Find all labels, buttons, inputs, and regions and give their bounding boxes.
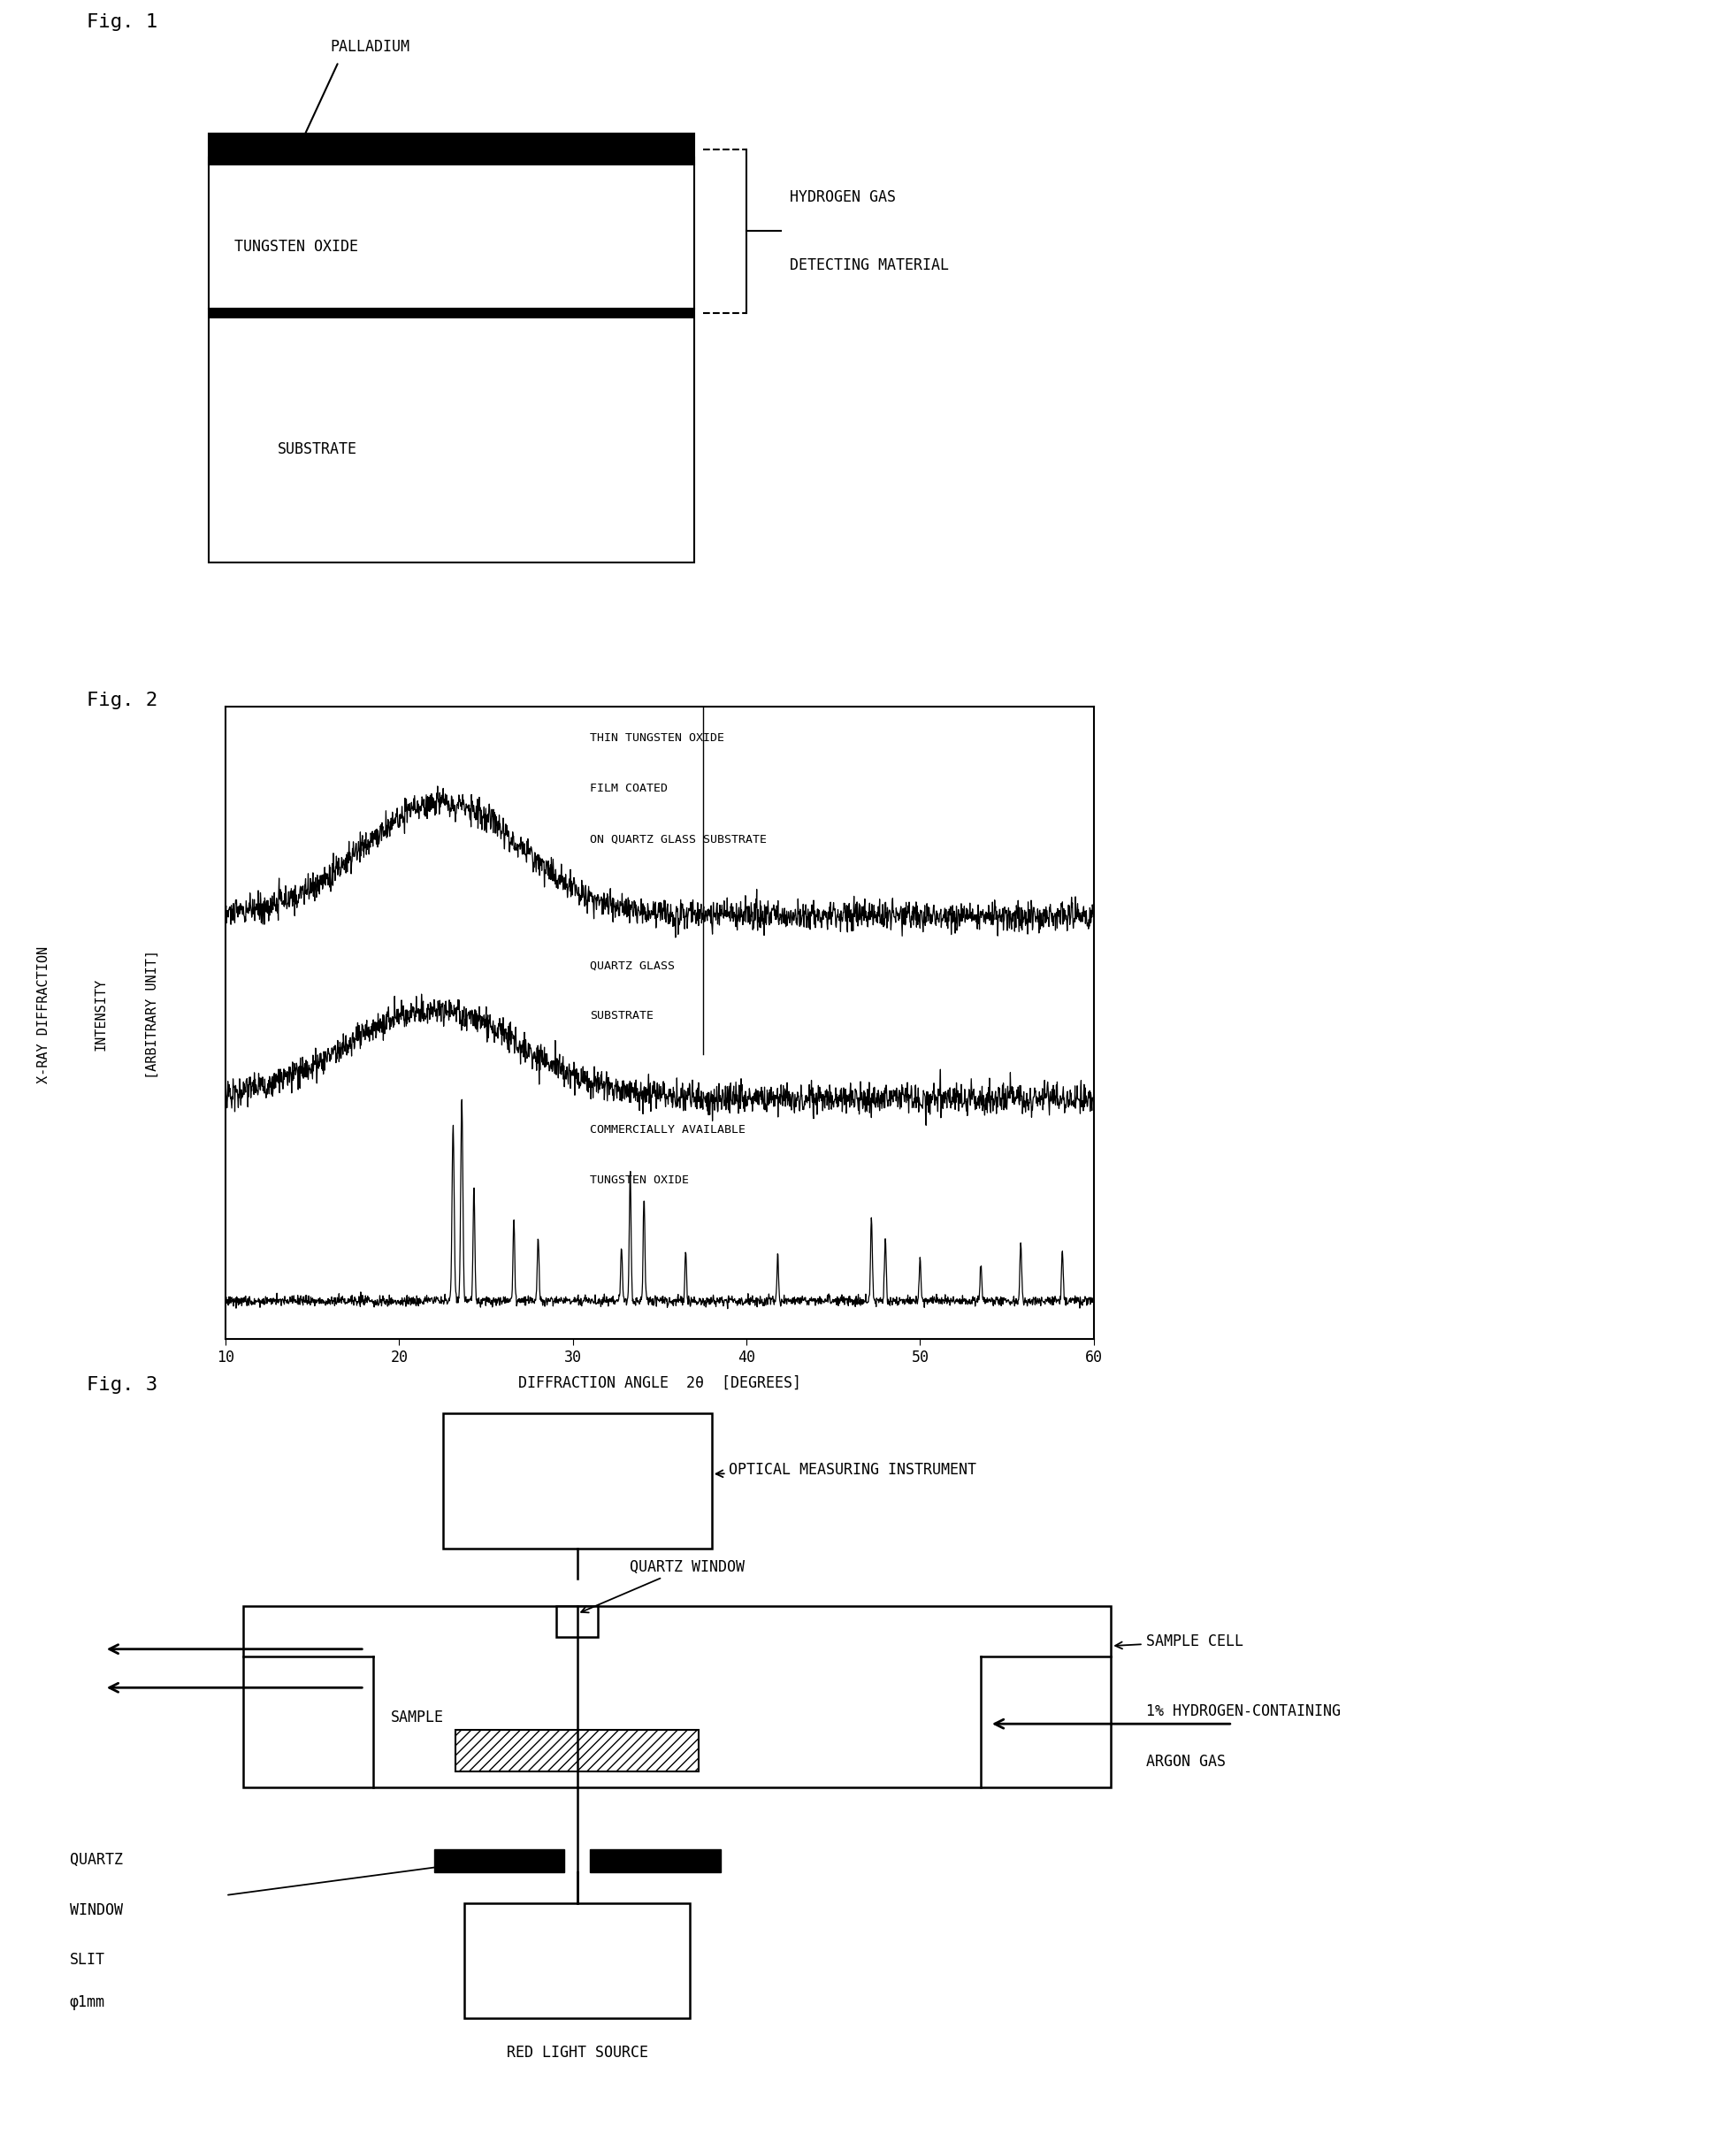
Text: ON QUARTZ GLASS SUBSTRATE: ON QUARTZ GLASS SUBSTRATE bbox=[590, 833, 767, 844]
Text: QUARTZ WINDOW: QUARTZ WINDOW bbox=[582, 1559, 745, 1613]
Text: FILM COATED: FILM COATED bbox=[590, 782, 668, 795]
Text: QUARTZ GLASS: QUARTZ GLASS bbox=[590, 960, 675, 970]
Text: WINDOW: WINDOW bbox=[69, 1902, 123, 1917]
Text: TUNGSTEN OXIDE: TUNGSTEN OXIDE bbox=[590, 1174, 689, 1187]
Bar bbox=[556, 1606, 599, 1636]
Text: RED LIGHT SOURCE: RED LIGHT SOURCE bbox=[507, 2046, 648, 2061]
X-axis label: DIFFRACTION ANGLE  2θ  [DEGREES]: DIFFRACTION ANGLE 2θ [DEGREES] bbox=[517, 1375, 802, 1390]
Text: X-RAY DIFFRACTION: X-RAY DIFFRACTION bbox=[36, 947, 50, 1084]
Bar bbox=[243, 1606, 1111, 1786]
Text: SUBSTRATE: SUBSTRATE bbox=[278, 441, 358, 456]
Text: Fig. 2: Fig. 2 bbox=[87, 692, 158, 709]
Text: DETECTING MATERIAL: DETECTING MATERIAL bbox=[790, 257, 950, 274]
Bar bbox=[208, 133, 694, 165]
Bar bbox=[465, 1902, 691, 2018]
Text: SUBSTRATE: SUBSTRATE bbox=[590, 1011, 654, 1022]
Text: THIN TUNGSTEN OXIDE: THIN TUNGSTEN OXIDE bbox=[590, 733, 724, 743]
Text: SAMPLE CELL: SAMPLE CELL bbox=[1115, 1634, 1243, 1649]
Text: 1% HYDROGEN-CONTAINING: 1% HYDROGEN-CONTAINING bbox=[1146, 1703, 1340, 1720]
Text: TUNGSTEN OXIDE: TUNGSTEN OXIDE bbox=[234, 238, 358, 255]
Text: Fig. 3: Fig. 3 bbox=[87, 1375, 158, 1394]
Text: QUARTZ: QUARTZ bbox=[69, 1853, 123, 1868]
Bar bbox=[434, 1849, 564, 1872]
Text: [ARBITRARY UNIT]: [ARBITRARY UNIT] bbox=[146, 949, 160, 1080]
Text: SLIT: SLIT bbox=[69, 1951, 104, 1968]
Text: COMMERCIALLY AVAILABLE: COMMERCIALLY AVAILABLE bbox=[590, 1125, 746, 1135]
Text: ARGON GAS: ARGON GAS bbox=[1146, 1754, 1226, 1769]
Bar bbox=[208, 159, 694, 308]
Bar bbox=[208, 308, 694, 319]
Bar bbox=[208, 308, 694, 561]
Bar bbox=[443, 1414, 712, 1549]
Text: OPTICAL MEASURING INSTRUMENT: OPTICAL MEASURING INSTRUMENT bbox=[715, 1461, 977, 1478]
Text: φ1mm: φ1mm bbox=[69, 1994, 104, 2011]
Text: PALLADIUM: PALLADIUM bbox=[330, 39, 410, 56]
Bar bbox=[455, 1729, 698, 1771]
Text: Fig. 1: Fig. 1 bbox=[87, 13, 158, 30]
Bar bbox=[590, 1849, 720, 1872]
Text: INTENSITY: INTENSITY bbox=[94, 979, 108, 1052]
Text: SAMPLE: SAMPLE bbox=[391, 1709, 444, 1724]
Text: HYDROGEN GAS: HYDROGEN GAS bbox=[790, 188, 896, 206]
